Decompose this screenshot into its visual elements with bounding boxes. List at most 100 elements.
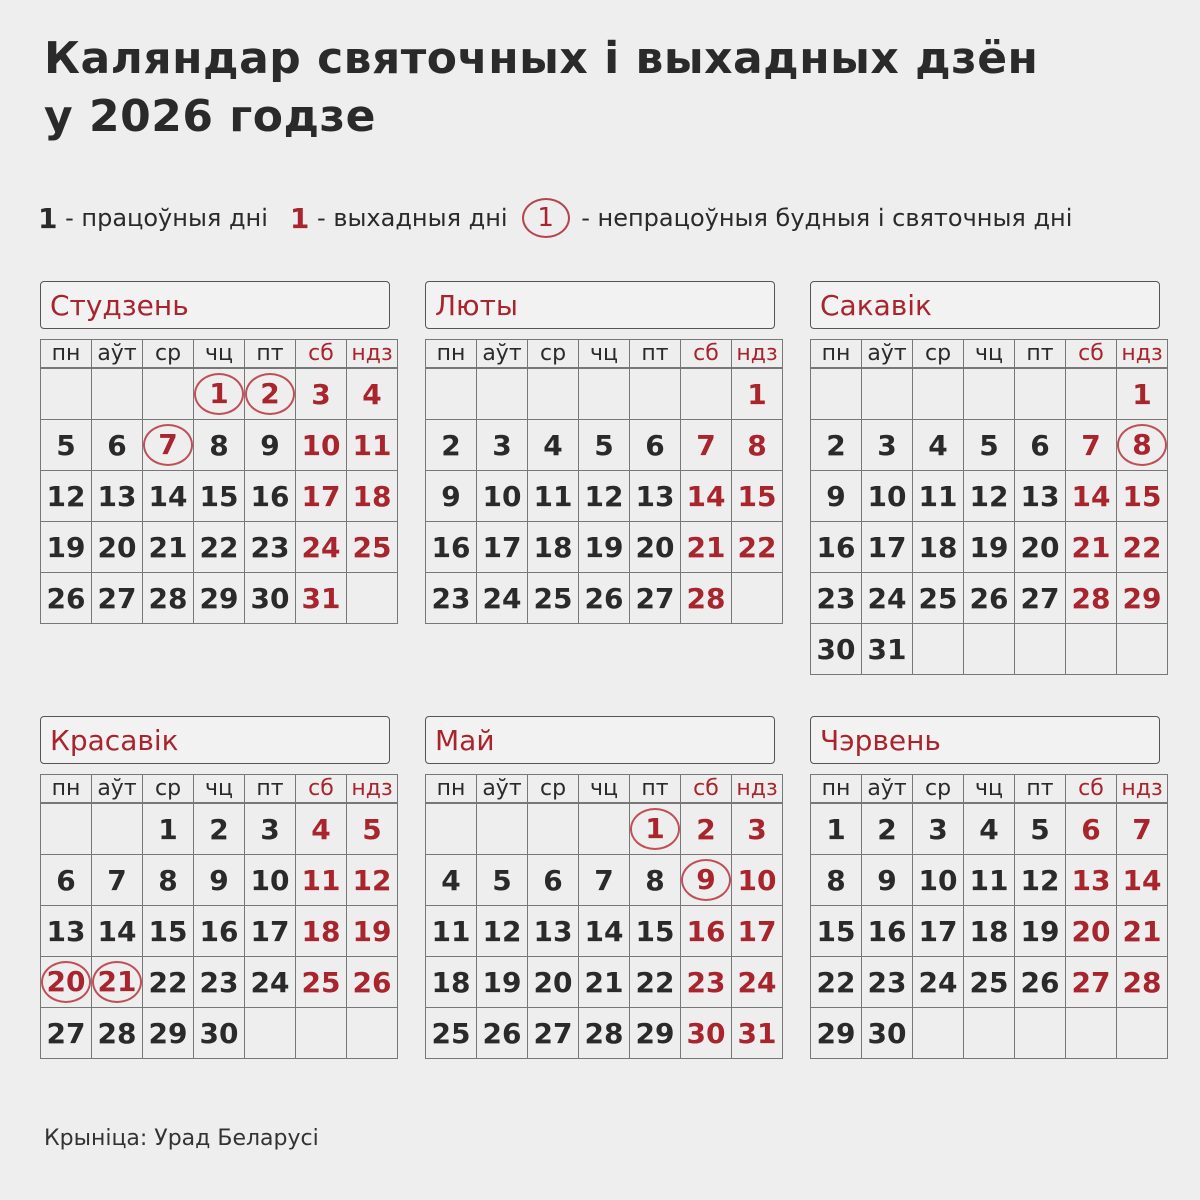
day-cell: 19 [578, 521, 630, 573]
day-number: 25 [918, 581, 958, 615]
day-number: 19 [969, 530, 1009, 564]
day-number: 17 [482, 530, 522, 564]
month-name: Сакавік [810, 281, 1160, 329]
day-cell: 16 [244, 470, 296, 522]
day-number: 21 [148, 530, 188, 564]
day-cell: 17 [861, 521, 913, 573]
day-number: 18 [352, 479, 392, 513]
weekday-header: ндз [731, 339, 783, 369]
day-cell: 30 [193, 1007, 245, 1059]
day-number: 29 [816, 1016, 856, 1050]
day-cell: 16 [680, 905, 732, 957]
day-number: 4 [543, 428, 563, 462]
day-cell: 7 [142, 419, 194, 471]
day-cell: 2 [244, 367, 296, 420]
day-number: 30 [250, 581, 290, 615]
day-cell: 31 [861, 623, 913, 675]
day-number: 9 [826, 479, 846, 513]
day-cell: 28 [91, 1007, 143, 1059]
day-number: 30 [816, 632, 856, 666]
day-number: 3 [311, 377, 331, 411]
weekday-header: сб [295, 774, 347, 804]
day-number: 18 [301, 914, 341, 948]
week-row: 20 21 22 23 24 25 26 [40, 956, 398, 1008]
weekday-header: ср [527, 774, 579, 804]
day-cell: 13 [1065, 854, 1117, 906]
empty-cell [731, 572, 783, 624]
day-cell: 19 [1014, 905, 1066, 957]
month-name: Люты [425, 281, 775, 329]
day-cell: 24 [244, 956, 296, 1008]
empty-cell [810, 367, 862, 420]
day-cell: 14 [578, 905, 630, 957]
day-cell: 1 [731, 367, 783, 420]
day-cell: 9 [425, 470, 477, 522]
empty-cell [578, 802, 630, 855]
day-number: 4 [362, 377, 382, 411]
day-cell: 22 [629, 956, 681, 1008]
day-number: 4 [979, 812, 999, 846]
day-cell: 5 [963, 419, 1015, 471]
day-number: 16 [250, 479, 290, 513]
day-number: 19 [1020, 914, 1060, 948]
day-cell: 23 [193, 956, 245, 1008]
day-number: 16 [686, 914, 726, 948]
day-number: 18 [969, 914, 1009, 948]
weekday-header: чц [963, 339, 1015, 369]
day-cell: 18 [912, 521, 964, 573]
day-cell: 10 [295, 419, 347, 471]
day-number: 6 [1030, 428, 1050, 462]
weekday-header: ндз [1116, 774, 1168, 804]
day-number: 15 [737, 479, 777, 513]
day-cell: 25 [425, 1007, 477, 1059]
day-cell: 14 [1065, 470, 1117, 522]
day-number: 22 [737, 530, 777, 564]
day-number: 2 [696, 812, 716, 846]
day-cell: 5 [476, 854, 528, 906]
weekday-header: пт [244, 339, 296, 369]
holiday-day: 1 [630, 808, 680, 850]
day-number: 7 [107, 863, 127, 897]
empty-cell [1065, 367, 1117, 420]
day-cell: 6 [527, 854, 579, 906]
weekday-header: пн [810, 339, 862, 369]
day-number: 22 [1122, 530, 1162, 564]
empty-cell [963, 367, 1015, 420]
day-number: 27 [1071, 965, 1111, 999]
weekday-header: аўт [91, 774, 143, 804]
day-number: 31 [301, 581, 341, 615]
weekday-header: пн [40, 774, 92, 804]
day-cell: 17 [244, 905, 296, 957]
weekday-header: чц [963, 774, 1015, 804]
day-cell: 2 [193, 802, 245, 855]
day-number: 24 [301, 530, 341, 564]
day-cell: 7 [1065, 419, 1117, 471]
day-cell: 1 [629, 802, 681, 855]
month-table: пн аўт ср чц пт сб ндз 1 2 3 4 5 6 7 8 9 10 11 12 13 14 15 16 1… [40, 774, 398, 1059]
day-cell: 11 [425, 905, 477, 957]
day-number: 6 [1081, 812, 1101, 846]
day-cell: 18 [346, 470, 398, 522]
day-number: 24 [737, 965, 777, 999]
day-number: 25 [969, 965, 1009, 999]
page-title: Каляндар святочных і выхадных дзён у 202… [44, 30, 1038, 146]
day-cell: 11 [295, 854, 347, 906]
day-cell: 24 [861, 572, 913, 624]
month-name: Май [425, 716, 775, 764]
day-cell: 12 [40, 470, 92, 522]
day-number: 8 [645, 863, 665, 897]
weekday-header: аўт [91, 339, 143, 369]
day-cell: 18 [425, 956, 477, 1008]
empty-cell [1014, 367, 1066, 420]
weekday-header: ндз [731, 774, 783, 804]
empty-cell [91, 367, 143, 420]
day-number: 28 [1122, 965, 1162, 999]
day-cell: 6 [40, 854, 92, 906]
day-cell: 4 [963, 802, 1015, 855]
day-number: 23 [816, 581, 856, 615]
day-number: 9 [441, 479, 461, 513]
day-cell: 2 [680, 802, 732, 855]
day-number: 28 [148, 581, 188, 615]
week-row: 9 10 11 12 13 14 15 [810, 470, 1168, 522]
